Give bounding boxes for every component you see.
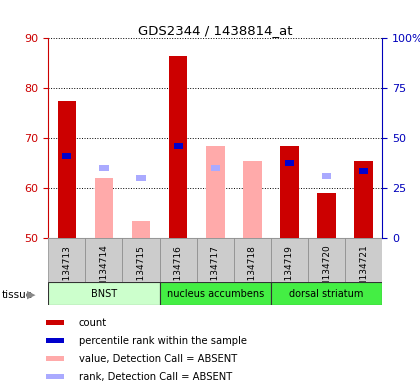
- Bar: [136, 175, 146, 181]
- Text: GSM134713: GSM134713: [62, 245, 71, 300]
- Text: dorsal striatum: dorsal striatum: [289, 289, 364, 299]
- Bar: [132, 220, 150, 238]
- Bar: [243, 161, 262, 238]
- Text: GSM134719: GSM134719: [285, 245, 294, 300]
- FancyBboxPatch shape: [123, 238, 160, 282]
- Bar: [359, 168, 368, 174]
- FancyBboxPatch shape: [160, 238, 197, 282]
- Text: GSM134714: GSM134714: [100, 245, 108, 300]
- Bar: [169, 56, 187, 238]
- Bar: [46, 338, 64, 343]
- Text: value, Detection Call = ABSENT: value, Detection Call = ABSENT: [79, 354, 237, 364]
- Bar: [354, 161, 373, 238]
- Bar: [46, 320, 64, 325]
- Bar: [322, 173, 331, 179]
- FancyBboxPatch shape: [85, 238, 123, 282]
- FancyBboxPatch shape: [271, 238, 308, 282]
- Bar: [62, 153, 71, 159]
- FancyBboxPatch shape: [271, 282, 382, 305]
- Bar: [210, 165, 220, 171]
- Text: BNST: BNST: [91, 289, 117, 299]
- FancyBboxPatch shape: [48, 238, 85, 282]
- FancyBboxPatch shape: [308, 238, 345, 282]
- Text: count: count: [79, 318, 107, 328]
- Bar: [46, 374, 64, 379]
- Bar: [173, 143, 183, 149]
- Bar: [99, 165, 109, 171]
- Bar: [317, 193, 336, 238]
- FancyBboxPatch shape: [234, 238, 271, 282]
- Text: tissue: tissue: [2, 290, 33, 300]
- Bar: [280, 146, 299, 238]
- Text: percentile rank within the sample: percentile rank within the sample: [79, 336, 247, 346]
- Bar: [285, 160, 294, 166]
- Text: nucleus accumbens: nucleus accumbens: [167, 289, 264, 299]
- Text: GSM134717: GSM134717: [211, 245, 220, 300]
- FancyBboxPatch shape: [345, 238, 382, 282]
- Text: GSM134720: GSM134720: [322, 245, 331, 300]
- Text: GSM134718: GSM134718: [248, 245, 257, 300]
- FancyBboxPatch shape: [160, 282, 271, 305]
- Bar: [46, 356, 64, 361]
- Text: ▶: ▶: [27, 290, 36, 300]
- Text: GSM134716: GSM134716: [173, 245, 183, 300]
- FancyBboxPatch shape: [197, 238, 234, 282]
- Text: rank, Detection Call = ABSENT: rank, Detection Call = ABSENT: [79, 371, 232, 382]
- Text: GSM134715: GSM134715: [136, 245, 146, 300]
- Title: GDS2344 / 1438814_at: GDS2344 / 1438814_at: [138, 24, 292, 37]
- Bar: [58, 101, 76, 238]
- FancyBboxPatch shape: [48, 282, 160, 305]
- Text: GSM134721: GSM134721: [359, 245, 368, 300]
- Bar: [94, 178, 113, 238]
- Bar: [206, 146, 225, 238]
